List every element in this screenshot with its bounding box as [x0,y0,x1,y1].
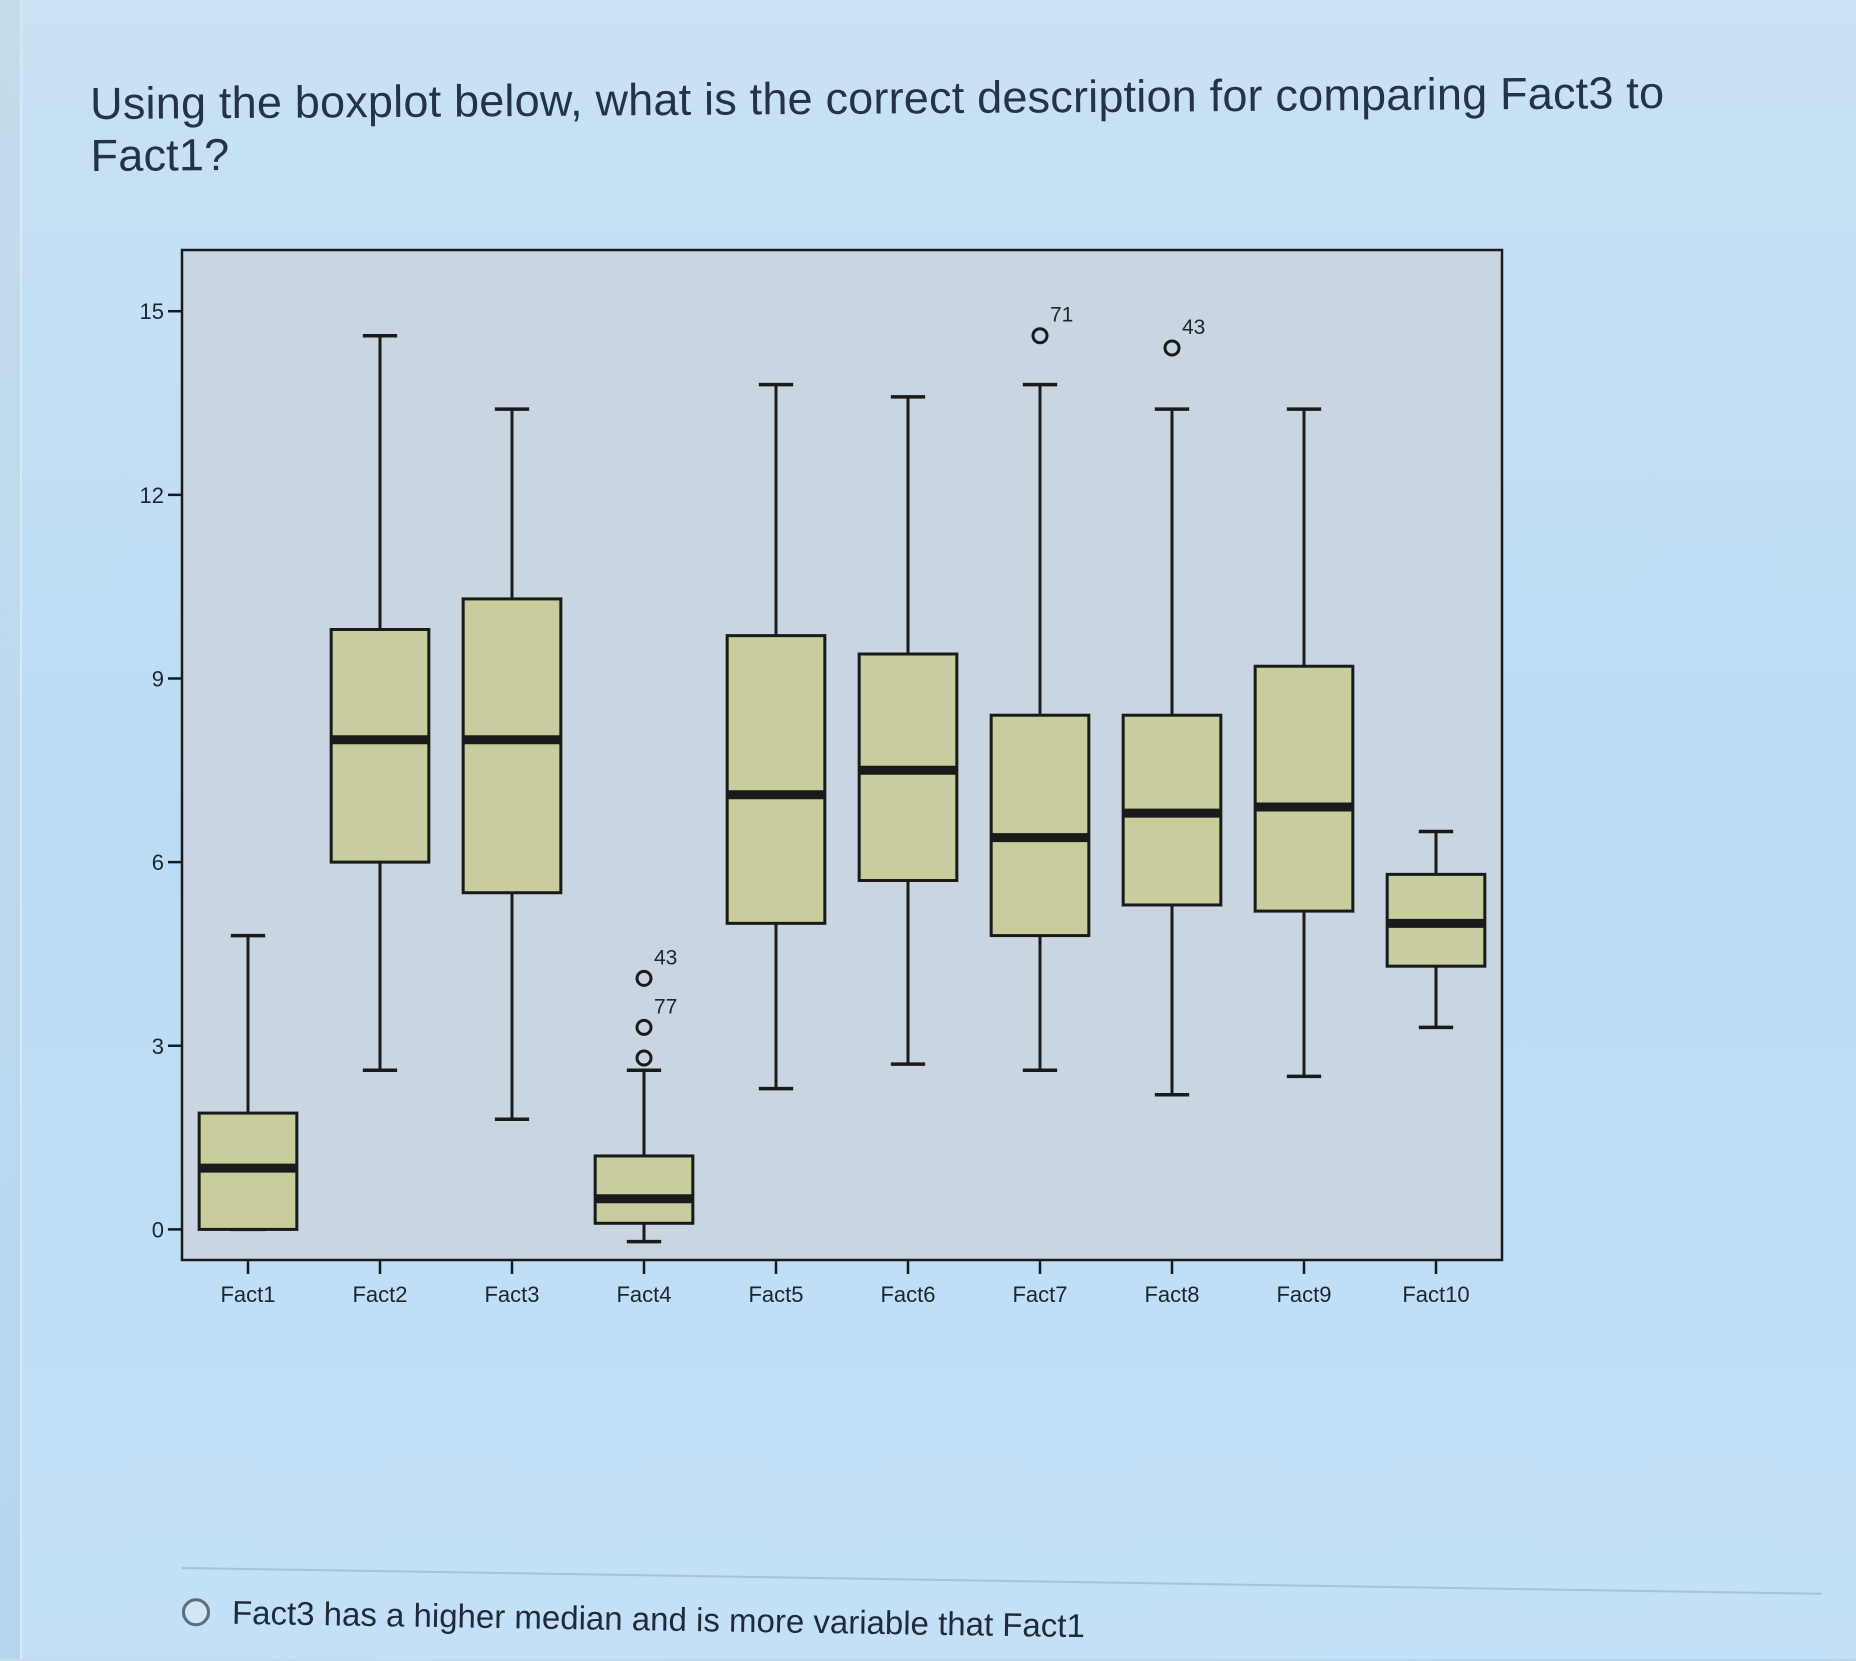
option-label: Fact3 has a higher median and is more va… [231,1593,1086,1645]
iqr-box [593,1154,695,1225]
y-axis: 0 3 6 9 12 15 [140,299,182,1242]
y-tick-label: 9 [152,666,164,691]
outlier-label: 43 [654,946,677,969]
outlier-point [635,1049,653,1067]
x-tick-label: Fact2 [352,1282,407,1307]
outlier-point [1031,327,1049,345]
answer-option[interactable]: Fact3 has a higher median and is more va… [181,1582,1383,1661]
iqr-box [725,634,827,925]
box-fact8: 43 [1121,316,1223,1097]
x-tick-label: Fact10 [1402,1282,1469,1307]
box-fact10 [1385,829,1487,1030]
outlier-point [635,1018,653,1036]
outlier-label: 71 [1050,304,1073,327]
outlier-point [1163,339,1181,357]
iqr-box [329,628,431,864]
x-tick-label: Fact7 [1012,1282,1067,1307]
x-tick-label: Fact3 [484,1282,539,1307]
radio-button[interactable] [181,1598,211,1627]
x-tick-label: Fact9 [1276,1282,1331,1307]
question-text: Using the boxplot below, what is the cor… [90,67,1665,181]
y-tick-label: 6 [152,850,164,875]
y-tick-label: 15 [140,299,164,324]
boxes-layer: 77 43 71 43 [197,304,1487,1244]
outlier-point [635,969,653,987]
outlier-label: 77 [654,995,677,1018]
y-tick-label: 0 [152,1217,164,1242]
question-panel: Using the boxplot below, what is the cor… [20,0,1856,1659]
box-fact4: 77 43 [593,946,695,1244]
x-tick-label: Fact6 [880,1282,935,1307]
iqr-box [989,713,1091,938]
x-tick-label: Fact4 [616,1282,671,1307]
iqr-box [1253,664,1355,913]
box-fact7: 71 [989,304,1091,1072]
x-tick-label: Fact5 [748,1282,803,1307]
y-tick-label: 3 [152,1034,164,1059]
x-tick-label: Fact1 [220,1282,275,1307]
box-fact1 [197,933,299,1232]
box-fact2 [329,333,431,1072]
x-axis: Fact1 Fact2 Fact3 Fact4 Fact5 Fact6 Fact7 Fact8… [220,1260,1470,1307]
box-fact5 [725,382,827,1091]
x-tick-label: Fact8 [1144,1282,1199,1307]
outlier-label: 43 [1182,316,1205,339]
box-fact3 [461,407,563,1121]
iqr-box [461,597,563,895]
box-fact6 [857,395,959,1066]
y-tick-label: 12 [140,483,164,508]
box-fact9 [1253,407,1355,1079]
